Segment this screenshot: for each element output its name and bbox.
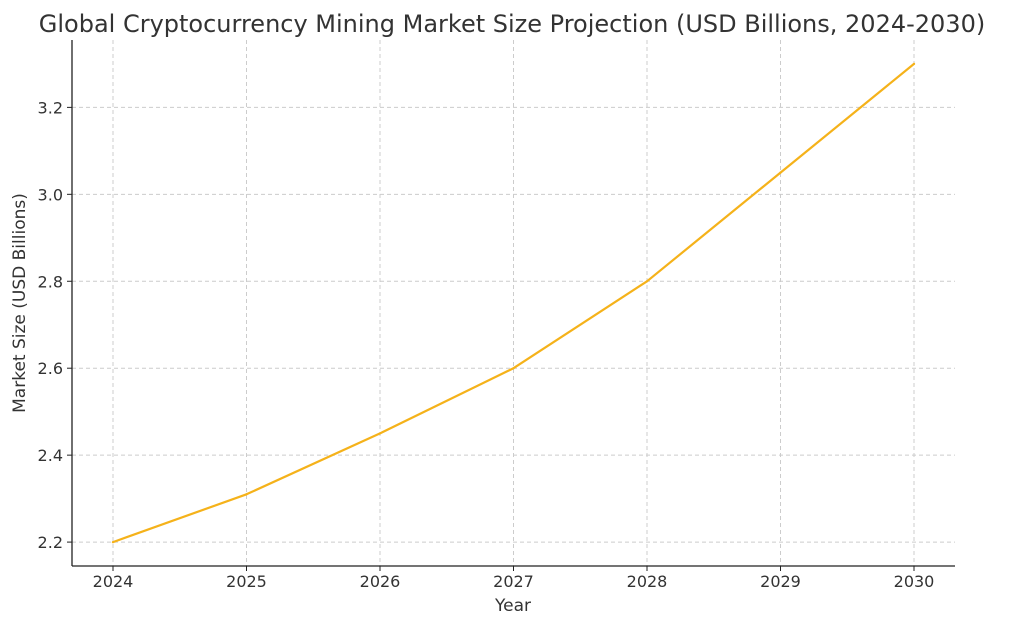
y-axis-label: Market Size (USD Billions) — [10, 193, 30, 413]
y-tick-label: 2.8 — [38, 272, 63, 291]
data-point — [912, 62, 916, 66]
data-point — [645, 280, 649, 283]
x-tick-label: 2029 — [760, 572, 801, 591]
chart-title: Global Cryptocurrency Mining Market Size… — [39, 10, 985, 38]
x-axis-label: Year — [494, 596, 531, 616]
x-tick-label: 2027 — [493, 572, 534, 591]
x-tick-label: 2026 — [360, 572, 401, 591]
y-tick-label: 3.0 — [38, 185, 63, 204]
data-point — [245, 493, 248, 496]
data-point — [378, 432, 382, 435]
x-tick-label: 2028 — [627, 572, 668, 591]
ticks-layer: 2024 2025 2026 2027 2028 2029 2030 2.2 2.4 2.6 2.8… — [38, 98, 935, 591]
data-point — [779, 171, 782, 174]
data-point — [111, 540, 115, 544]
data-point — [512, 367, 515, 370]
grid-layer — [72, 40, 955, 566]
y-tick-label: 2.4 — [38, 446, 63, 465]
y-tick-label: 3.2 — [38, 98, 63, 117]
x-tick-label: 2024 — [93, 572, 134, 591]
y-tick-label: 2.6 — [38, 359, 63, 378]
x-tick-label: 2030 — [894, 572, 935, 591]
x-tick-label: 2025 — [226, 572, 267, 591]
y-tick-label: 2.2 — [38, 533, 63, 552]
series-layer — [111, 62, 916, 544]
